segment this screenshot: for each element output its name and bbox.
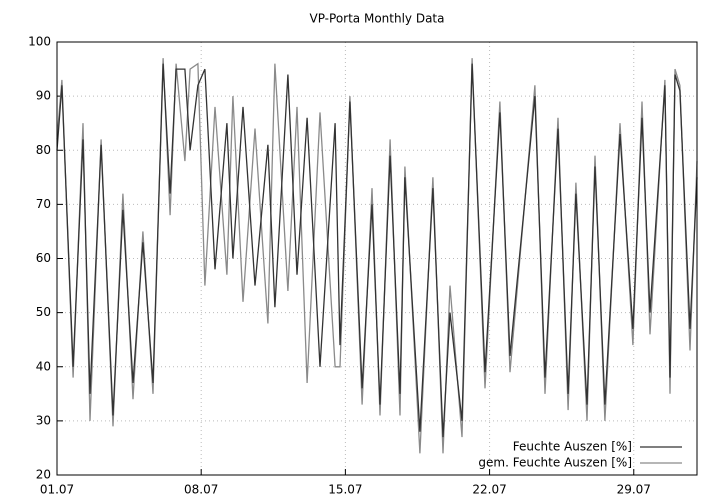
legend-label: Feuchte Auszen [%] <box>513 440 632 454</box>
y-tick-label: 80 <box>36 143 51 157</box>
x-tick-label: 29.07 <box>617 483 651 497</box>
chart-title: VP-Porta Monthly Data <box>310 12 445 26</box>
x-tick-label: 15.07 <box>328 483 362 497</box>
y-tick-label: 100 <box>28 35 51 49</box>
series-line <box>56 63 698 438</box>
y-tick-label: 90 <box>36 89 51 103</box>
y-tick-label: 70 <box>36 197 51 211</box>
x-tick-label: 01.07 <box>40 483 74 497</box>
legend-label: gem. Feuchte Auszen [%] <box>478 456 632 470</box>
y-tick-label: 60 <box>36 251 51 265</box>
x-tick-label: 22.07 <box>472 483 506 497</box>
plot-border <box>56 41 698 476</box>
y-tick-label: 50 <box>36 305 51 319</box>
y-tick-label: 20 <box>36 468 51 482</box>
series-line <box>56 58 698 454</box>
y-tick-label: 30 <box>36 413 51 427</box>
x-tick-label: 08.07 <box>184 483 218 497</box>
y-tick-label: 40 <box>36 359 51 373</box>
